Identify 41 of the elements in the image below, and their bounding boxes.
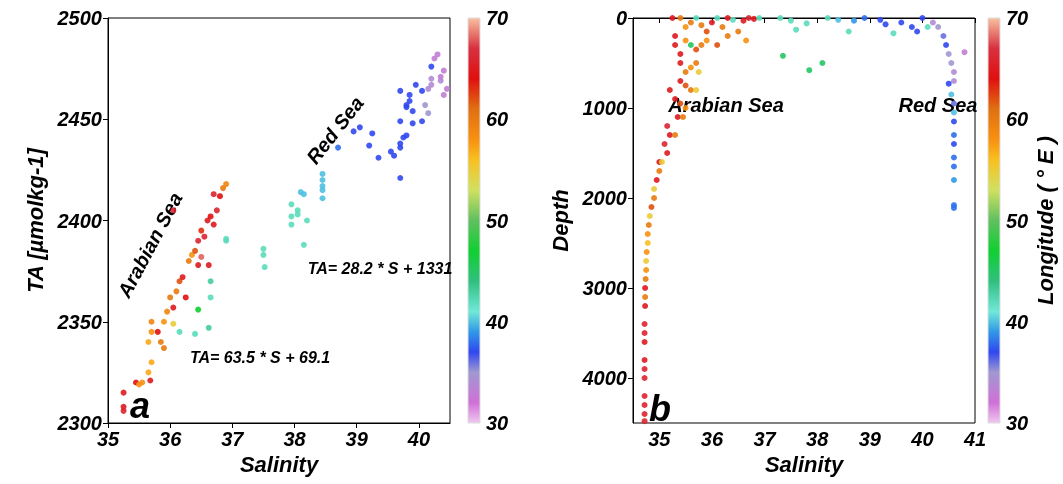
y-tick-label: 2400 xyxy=(56,209,102,232)
x-tick-label: 39 xyxy=(858,428,882,450)
annotation: TA= 28.2 * S + 1331 xyxy=(307,259,453,277)
y-tick-label: 0 xyxy=(615,7,627,29)
y-axis-title: TA [µmolkg-1] xyxy=(22,147,48,293)
color-bar-label: 60 xyxy=(486,108,509,131)
annotation: TA= 63.5 * S + 69.1 xyxy=(189,348,331,366)
x-tick-label: 40 xyxy=(406,428,431,450)
x-tick-label: 39 xyxy=(345,428,369,450)
x-axis-title: Salinity xyxy=(239,452,320,478)
y-tick-label: 2000 xyxy=(581,187,627,209)
x-tick-label: 37 xyxy=(753,428,777,450)
color-bar-label: 40 xyxy=(485,310,509,333)
x-tick-label: 36 xyxy=(700,428,724,450)
x-tick-label: 40 xyxy=(910,428,934,450)
x-axis-title: Salinity xyxy=(764,452,845,478)
y-tick-label: 3000 xyxy=(582,277,627,299)
y-tick-label: 1000 xyxy=(582,97,627,119)
color-bar-label: 30 xyxy=(486,412,509,434)
x-tick-label: 38 xyxy=(806,428,830,450)
color-bar-label: 50 xyxy=(486,209,509,232)
y-tick-label: 4000 xyxy=(581,367,627,389)
x-tick-label: 38 xyxy=(283,428,307,450)
x-tick-label: 36 xyxy=(159,428,183,450)
annotation: a xyxy=(129,384,151,426)
y-tick-label: 2350 xyxy=(56,310,102,333)
annotation: b xyxy=(649,387,671,429)
x-tick-label: 35 xyxy=(648,428,672,450)
color-bar-title: Longitude ( ° E ) xyxy=(1032,136,1058,305)
x-tick-label: 41 xyxy=(962,428,987,450)
color-bar-label: 60 xyxy=(1006,108,1029,131)
color-bar-label: 70 xyxy=(486,7,509,29)
color-bar-label: 30 xyxy=(1006,412,1029,434)
color-bar-label: 50 xyxy=(1006,209,1029,232)
y-tick-label: 2500 xyxy=(56,7,102,29)
annotation: Red Sea xyxy=(898,94,978,116)
y-axis-title: Depth xyxy=(547,189,573,252)
x-tick-label: 37 xyxy=(221,428,245,450)
color-bar-label: 70 xyxy=(1006,7,1029,29)
y-tick-label: 2450 xyxy=(56,108,102,131)
color-bar-label: 40 xyxy=(1005,310,1029,333)
